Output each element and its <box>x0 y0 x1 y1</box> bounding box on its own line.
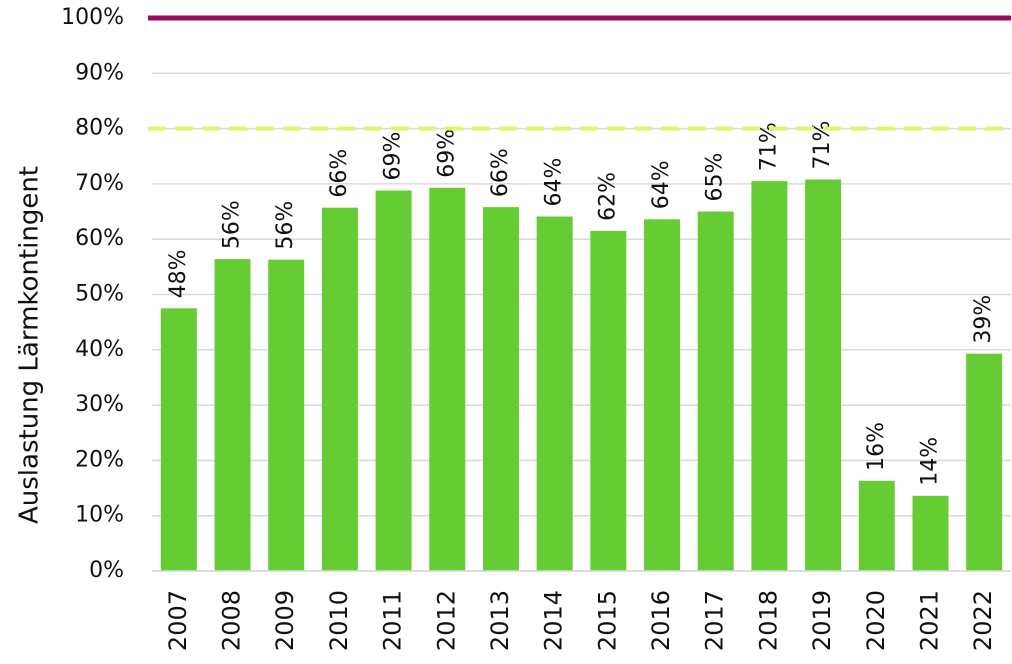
x-tick-label: 2013 <box>486 590 514 651</box>
y-tick-label: 80% <box>75 116 124 141</box>
value-label: 14% <box>917 437 942 486</box>
bar <box>536 216 573 572</box>
x-tick-label: 2019 <box>808 590 836 651</box>
y-tick-label: 10% <box>75 503 124 528</box>
y-tick-label: 60% <box>75 226 124 251</box>
value-label: 69% <box>434 129 459 178</box>
bar <box>590 230 627 571</box>
bar <box>751 181 788 571</box>
value-label: 66% <box>327 149 352 198</box>
value-label: 39% <box>971 295 996 344</box>
y-tick-label: 70% <box>75 171 124 196</box>
y-tick-label: 100% <box>61 5 124 30</box>
bar <box>268 259 305 571</box>
value-label: 56% <box>220 200 245 249</box>
value-label: 65% <box>703 153 728 202</box>
value-label: 64% <box>542 158 567 207</box>
x-tick-label: 2021 <box>915 590 943 651</box>
x-tick-label: 2015 <box>593 590 621 651</box>
value-label: 62% <box>595 172 620 221</box>
y-tick-label: 30% <box>75 392 124 417</box>
bar <box>858 480 895 571</box>
bar <box>805 179 842 571</box>
x-tick-label: 2010 <box>325 590 353 651</box>
x-tick-label: 2008 <box>218 590 246 651</box>
bar <box>912 495 949 571</box>
bar <box>966 353 1003 571</box>
x-tick-label: 2020 <box>862 590 890 651</box>
bar <box>375 190 412 571</box>
bar <box>160 308 197 571</box>
x-tick-label: 2011 <box>379 590 407 651</box>
value-label: 48% <box>166 249 191 298</box>
x-tick-label: 2017 <box>701 590 729 651</box>
value-label: 64% <box>649 160 674 209</box>
bar <box>697 211 734 572</box>
y-tick-label: 0% <box>89 558 124 583</box>
bar <box>214 259 251 571</box>
x-tick-label: 2007 <box>164 590 192 651</box>
x-tick-label: 2022 <box>969 590 997 651</box>
value-label: 69% <box>381 132 406 181</box>
bar <box>644 219 681 572</box>
x-tick-label: 2016 <box>647 590 675 651</box>
bar <box>321 207 358 571</box>
y-tick-label: 50% <box>75 282 124 307</box>
y-tick-label: 20% <box>75 447 124 472</box>
y-axis-label: Auslastung Lärmkontingent <box>15 166 45 524</box>
value-label: 56% <box>273 201 298 250</box>
y-tick-label: 40% <box>75 337 124 362</box>
bar <box>429 187 466 571</box>
y-tick-label: 90% <box>75 60 124 85</box>
value-label: 66% <box>488 148 513 197</box>
x-tick-label: 2018 <box>754 590 782 651</box>
x-tick-label: 2009 <box>271 590 299 651</box>
bar <box>482 207 519 571</box>
x-tick-label: 2014 <box>540 590 568 651</box>
value-label: 16% <box>864 422 889 471</box>
x-tick-label: 2012 <box>432 590 460 651</box>
